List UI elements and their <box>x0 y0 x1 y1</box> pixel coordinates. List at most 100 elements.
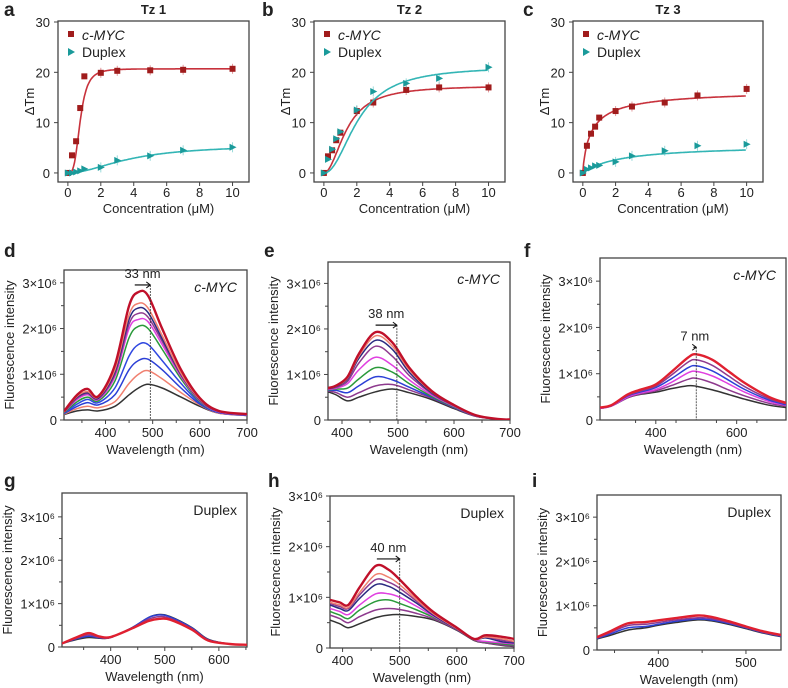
x-axis-label: Wavelength (nm) <box>370 442 469 457</box>
legend-marker <box>583 48 590 56</box>
shift-annotation: 40 nm <box>370 540 406 555</box>
legend-marker <box>324 48 331 56</box>
data-point <box>97 163 105 171</box>
spectrum-line <box>330 583 514 644</box>
sample-label: c-MYC <box>457 271 501 287</box>
data-point <box>229 65 236 72</box>
plot-frame <box>596 494 782 651</box>
y-tick-label: 0 <box>43 166 50 181</box>
x-tick-label: 8 <box>452 185 459 200</box>
y-tick-label: 0 <box>314 413 321 428</box>
y-axis-label: Fluorescence intensity <box>2 280 17 410</box>
legend-label: c-MYC <box>82 27 126 43</box>
data-point <box>337 128 345 136</box>
y-tick-label: 2×10⁶ <box>558 320 593 335</box>
arrow-head-icon <box>392 321 398 329</box>
panel-letter: h <box>268 471 280 492</box>
data-point <box>592 162 600 170</box>
y-tick-label: 3×10⁶ <box>22 276 57 291</box>
y-tick-label: 20 <box>292 65 306 80</box>
data-point <box>147 152 155 160</box>
arrow-head-icon <box>691 343 698 351</box>
data-point <box>583 165 591 173</box>
arrow-head-icon <box>395 555 401 563</box>
data-point <box>596 161 604 169</box>
data-point <box>68 169 76 177</box>
x-axis-label: Concentration (μM) <box>617 201 729 216</box>
panel-letter: e <box>264 241 275 262</box>
data-point <box>743 85 750 92</box>
data-point <box>612 108 619 115</box>
spectrum-line <box>597 614 781 639</box>
spectrum-line <box>330 592 514 645</box>
panel-letter: f <box>524 241 531 262</box>
panel-letter: a <box>4 0 15 21</box>
data-point <box>180 146 188 154</box>
data-point <box>588 164 596 172</box>
panel-d: d 400 500 600 700 0 1×10⁶ 2×10⁶ 3×10⁶ Wavelength … <box>2 241 258 457</box>
legend-marker <box>68 31 74 37</box>
x-tick-label: 400 <box>332 653 354 668</box>
spectra <box>597 614 781 640</box>
data-point <box>77 167 85 175</box>
panel-i: i 400 500 0 1×10⁶ 2×10⁶ 3×10⁶ Wavelength (nm) Fl… <box>532 471 782 687</box>
x-tick-label: 500 <box>387 425 409 440</box>
x-tick-label: 500 <box>142 425 164 440</box>
data-point <box>229 143 237 151</box>
data-point <box>180 66 187 73</box>
data-point <box>81 165 89 173</box>
legend-label: c-MYC <box>597 27 641 43</box>
y-tick-label: 1×10⁶ <box>20 597 55 612</box>
data-point <box>370 99 377 106</box>
spectrum-line <box>64 357 247 417</box>
data-point <box>694 142 702 150</box>
x-tick-label: 600 <box>726 425 748 440</box>
x-tick-label: 700 <box>236 425 258 440</box>
x-tick-label: 4 <box>386 185 393 200</box>
y-tick-label: 0 <box>586 413 593 428</box>
y-tick-label: 3×10⁶ <box>558 274 593 289</box>
data-point <box>628 152 636 160</box>
y-axis-label: ΔTm <box>537 88 552 115</box>
panel-e: e 400 500 600 700 0 1×10⁶ 2×10⁶ 3×10⁶ Wavelength … <box>264 241 521 457</box>
x-axis-label: Concentration (μM) <box>103 201 215 216</box>
y-tick-label: 30 <box>292 15 306 30</box>
arrow-head-icon <box>146 281 152 289</box>
data-point <box>588 130 595 137</box>
plot-frame <box>572 20 764 183</box>
data-point <box>485 84 492 91</box>
spectrum-line <box>64 369 247 417</box>
x-tick-label: 2 <box>353 185 360 200</box>
spectrum-line <box>62 617 247 646</box>
sample-label: c-MYC <box>194 279 238 295</box>
data-point <box>579 169 587 177</box>
spectrum-line <box>64 342 247 417</box>
x-tick-label: 2 <box>612 185 619 200</box>
y-axis-label: Fluorescence intensity <box>535 507 550 637</box>
data-point <box>661 99 668 106</box>
data-point <box>81 73 88 80</box>
y-tick-label: 3×10⁶ <box>286 276 321 291</box>
spectra <box>328 330 510 420</box>
x-tick-label: 4 <box>130 185 137 200</box>
data-point <box>68 152 75 159</box>
spectrum-line <box>330 607 514 647</box>
y-tick-label: 10 <box>36 116 50 131</box>
panel-letter: i <box>532 471 537 492</box>
panel-h: h 400 500 600 700 0 1×10⁶ 2×10⁶ 3×10⁶ Wavelength … <box>268 471 525 685</box>
panel-a: a Tz 1 0 2 4 6 8 10 0 10 20 30 Concentration (μM) ΔTm… <box>4 0 250 216</box>
y-axis-label: Fluorescence intensity <box>538 274 553 404</box>
panel-letter: c <box>523 0 534 21</box>
plot-frame <box>57 20 250 183</box>
y-tick-label: 30 <box>36 15 50 30</box>
legend-marker <box>324 31 330 37</box>
x-tick-label: 4 <box>645 185 652 200</box>
x-tick-label: 0 <box>64 185 71 200</box>
y-axis-label: Fluorescence intensity <box>0 505 15 635</box>
data-point <box>333 135 341 143</box>
y-tick-label: 2×10⁶ <box>555 554 590 569</box>
y-axis-label: ΔTm <box>278 88 293 115</box>
spectra <box>330 563 514 648</box>
legend-label: Duplex <box>597 44 641 60</box>
x-axis-label: Wavelength (nm) <box>105 669 204 684</box>
